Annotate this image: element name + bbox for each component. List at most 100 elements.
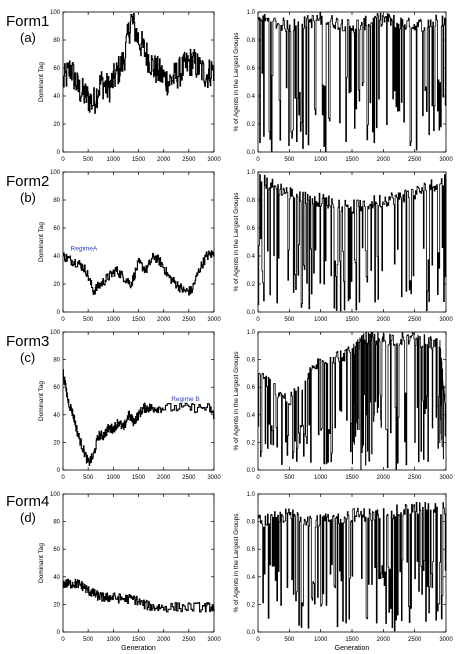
form1-right-xtick-label: 2500 — [408, 157, 422, 163]
form4-left-ytick-label: 0 — [57, 630, 61, 636]
form1-left-ytick-label: 0 — [57, 150, 61, 156]
form4-left-xtick-label: 0 — [61, 637, 65, 643]
form4-left-ytick-label: 20 — [53, 602, 60, 608]
form2-right-xtick-label: 500 — [284, 317, 295, 323]
form2-right-ytick-label: 1.0 — [247, 170, 256, 176]
form4-left-ytick-label: 40 — [53, 575, 60, 581]
form2-sub: (b) — [20, 190, 36, 205]
form2-right-ytick-label: 0.6 — [247, 226, 256, 232]
form4-left-xtick-label: 1000 — [107, 637, 121, 643]
form2-right-ylabel: % of Agents in the Largest Groups — [233, 192, 240, 292]
form1-right-ylabel: % of Agents in the Largest Groups — [233, 32, 240, 132]
form2-left-xtick-label: 2000 — [157, 317, 171, 323]
form3-left-ytick-label: 40 — [53, 413, 60, 419]
form3-right-ytick-label: 0.2 — [247, 440, 256, 446]
form1-right-ytick-label: 0.2 — [247, 122, 256, 128]
form2-left-ytick-label: 0 — [57, 310, 61, 316]
form3-right-series-0 — [258, 331, 447, 471]
form1-left-xtick-label: 2500 — [182, 157, 196, 163]
form2-right-xtick-label: 3000 — [439, 317, 453, 323]
form1-right-xtick-label: 1500 — [345, 157, 359, 163]
form3-right-xtick-label: 500 — [284, 475, 295, 481]
form4-right-xtick-label: 1500 — [345, 637, 359, 643]
form3-left-ytick-label: 60 — [53, 385, 60, 391]
form3-left-xtick-label: 0 — [61, 475, 65, 481]
form4-left-xtick-label: 500 — [83, 637, 94, 643]
form2-right-xtick-label: 0 — [256, 317, 260, 323]
form2-right-ytick-label: 0.2 — [247, 282, 256, 288]
form4-right-ytick-label: 0.8 — [247, 520, 256, 526]
form2-left-series-0 — [62, 250, 215, 296]
form3-right-xtick-label: 2000 — [377, 475, 391, 481]
form2-left-xtick-label: 500 — [83, 317, 94, 323]
form4-right-xtick-label: 0 — [256, 637, 260, 643]
form3-left-xtick-label: 1500 — [132, 475, 146, 481]
form3-left-annotation: Regime B — [171, 396, 200, 403]
form2-right-ytick-label: 0.0 — [247, 310, 256, 316]
form4-left-xtick-label: 2500 — [182, 637, 196, 643]
form3-right-xtick-label: 1500 — [345, 475, 359, 481]
form3-right-ytick-label: 1.0 — [247, 330, 256, 336]
form4-title: Form4 — [6, 493, 50, 510]
form4-right-xtick-label: 3000 — [439, 637, 453, 643]
form3-left-ytick-label: 0 — [57, 468, 61, 474]
form3-left-xtick-label: 1000 — [107, 475, 121, 481]
form2-right-xtick-label: 1500 — [345, 317, 359, 323]
form2-left-ytick-label: 80 — [53, 198, 60, 204]
form4-left-xtick-label: 2000 — [157, 637, 171, 643]
form1-right-xtick-label: 0 — [256, 157, 260, 163]
form3-right-xtick-label: 1000 — [314, 475, 328, 481]
form3-title: Form3 — [6, 333, 50, 350]
form3-right-xtick-label: 2500 — [408, 475, 422, 481]
form4-left-xlabel: Generation — [121, 645, 156, 652]
form4-left-ytick-label: 100 — [50, 492, 61, 498]
form1-left-ytick-label: 80 — [53, 38, 60, 44]
form1-left-ylabel: Dominant Tag — [38, 62, 45, 102]
form2-left-xtick-label: 3000 — [207, 317, 221, 323]
form1-sub: (a) — [20, 30, 36, 45]
form1-right-ytick-label: 0.6 — [247, 66, 256, 72]
form3-left-xtick-label: 2500 — [182, 475, 196, 481]
form3-sub: (c) — [20, 350, 36, 365]
form2-left-xtick-label: 0 — [61, 317, 65, 323]
form4-sub: (d) — [20, 510, 36, 525]
form1-right-xtick-label: 1000 — [314, 157, 328, 163]
form3-left-series-0 — [62, 369, 215, 466]
form1-left-ytick-label: 60 — [53, 66, 60, 72]
form4-right-ylabel: % of Agents in the Largest Groups — [233, 513, 240, 613]
form2-left-ytick-label: 20 — [53, 282, 60, 288]
form1-left-ytick-label: 100 — [50, 10, 61, 16]
form1-right-ytick-label: 1.0 — [247, 10, 256, 16]
form4-right-series-0 — [258, 502, 447, 632]
form1-left-xtick-label: 3000 — [207, 157, 221, 163]
form4-right-ytick-label: 0.2 — [247, 602, 256, 608]
form2-right-ytick-label: 0.8 — [247, 198, 256, 204]
form1-right-ytick-label: 0.8 — [247, 38, 256, 44]
form2-left-xtick-label: 1500 — [132, 317, 146, 323]
form4-left-ytick-label: 60 — [53, 547, 60, 553]
form3-right-ytick-label: 0.6 — [247, 385, 256, 391]
form4-left-frame — [62, 493, 215, 633]
form3-left-ytick-label: 80 — [53, 358, 60, 364]
form1-left-ytick-label: 40 — [53, 94, 60, 100]
form2-right-xtick-label: 2000 — [377, 317, 391, 323]
form1-right-xtick-label: 2000 — [377, 157, 391, 163]
form1-title: Form1 — [6, 13, 50, 30]
form4-right-ytick-label: 0.0 — [247, 630, 256, 636]
form2-left-ytick-label: 40 — [53, 254, 60, 260]
form3-left-ylabel: Dominant Tag — [38, 381, 45, 421]
form3-left-xtick-label: 500 — [83, 475, 94, 481]
form3-left-ytick-label: 100 — [50, 330, 61, 336]
form1-right-xtick-label: 3000 — [439, 157, 453, 163]
form3-left-xtick-label: 2000 — [157, 475, 171, 481]
form3-right-ylabel: % of Agents in the Largest Groups — [233, 351, 240, 451]
form2-title: Form2 — [6, 173, 50, 190]
form4-left-ylabel: Dominant Tag — [38, 543, 45, 583]
form2-right-xtick-label: 2500 — [408, 317, 422, 323]
form1-left-series-0 — [62, 13, 215, 114]
form1-left-ytick-label: 20 — [53, 122, 60, 128]
form3-left-ytick-label: 20 — [53, 440, 60, 446]
form4-right-xlabel: Generation — [335, 645, 370, 652]
form1-right-xtick-label: 500 — [284, 157, 295, 163]
